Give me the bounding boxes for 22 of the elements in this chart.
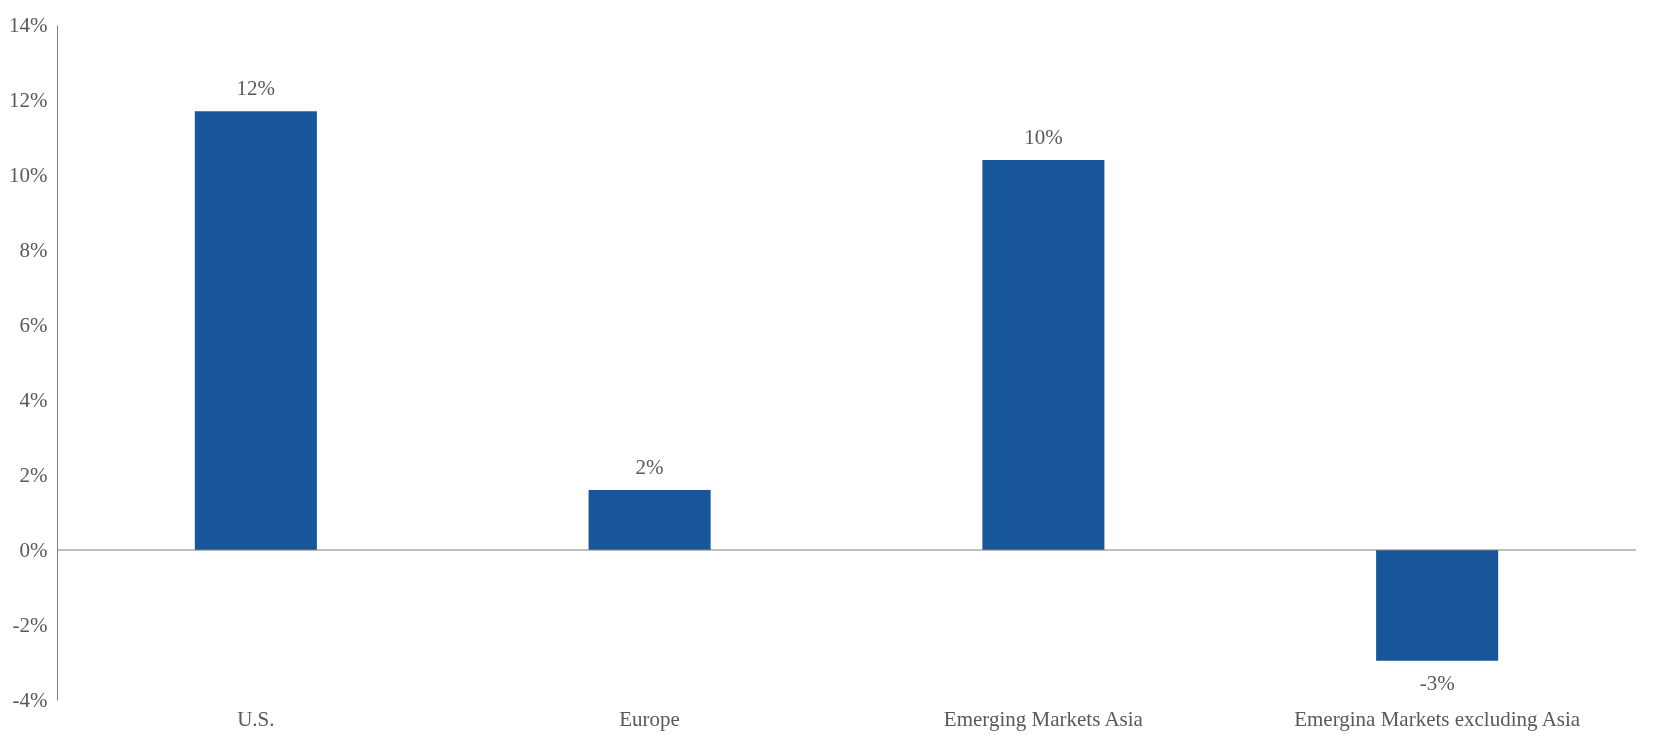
x-tick-label: Emergina Markets excluding Asia (1294, 706, 1581, 731)
y-tick-label: 4% (19, 387, 48, 412)
x-tick-label: Emerging Markets Asia (943, 706, 1144, 731)
bar (1376, 550, 1499, 661)
x-tick-label: U.S. (237, 706, 275, 731)
bar (588, 490, 711, 550)
x-tick-label: Europe (619, 706, 680, 731)
data-label: -3% (1419, 670, 1455, 695)
data-label: 2% (635, 455, 664, 479)
y-tick-label: 14% (9, 12, 48, 37)
y-tick-label: 2% (19, 462, 48, 487)
data-label: 10% (1024, 125, 1063, 149)
y-tick-label: 0% (19, 537, 48, 562)
y-tick-label: 8% (19, 237, 48, 262)
y-tick-label: -2% (12, 612, 48, 637)
bar (982, 160, 1105, 550)
y-tick-label: 10% (9, 162, 48, 187)
bar (194, 111, 317, 550)
data-label: 12% (236, 76, 276, 101)
y-tick-label: 12% (9, 87, 48, 112)
y-tick-label: -4% (12, 687, 48, 712)
y-tick-label: 6% (19, 312, 48, 337)
